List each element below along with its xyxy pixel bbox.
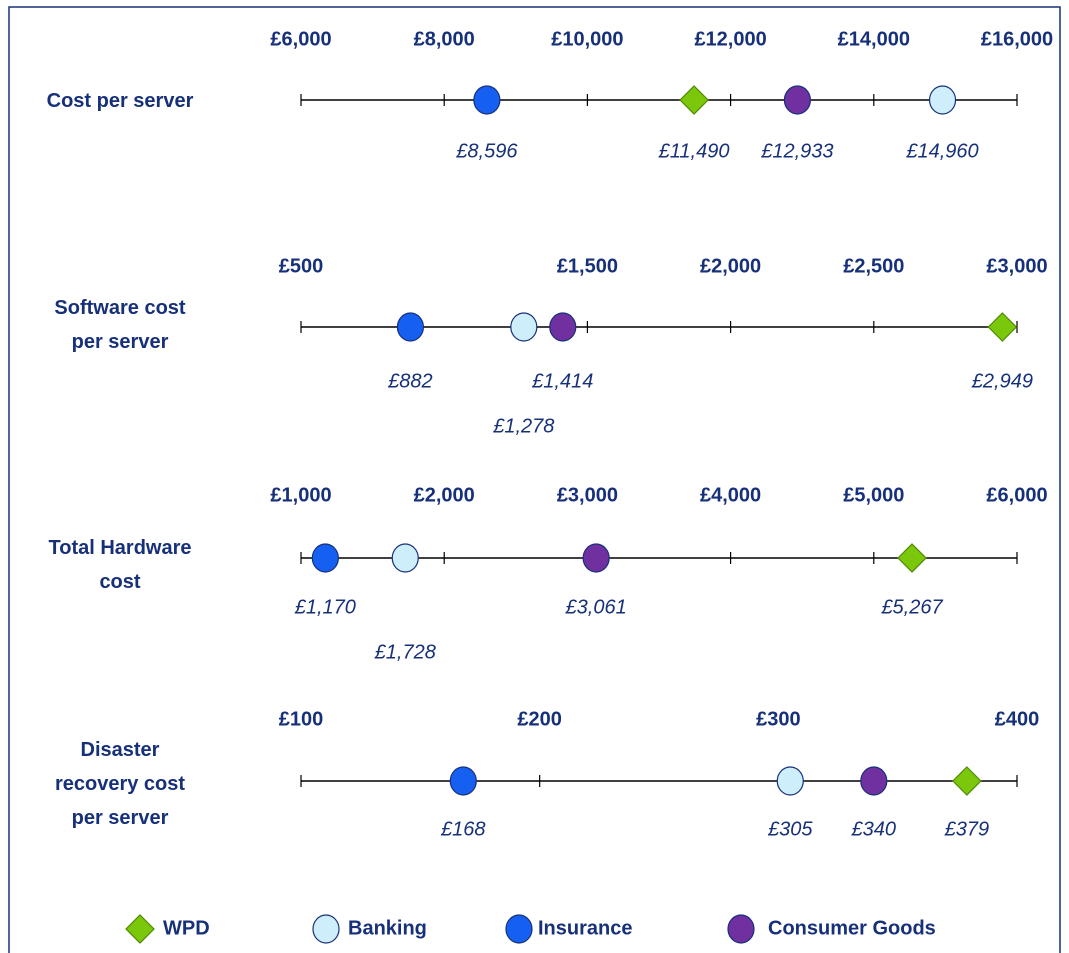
- x-tick-label: £3,000: [986, 255, 1047, 277]
- legend-label: WPD: [163, 917, 210, 939]
- value-label: £1,414: [531, 370, 593, 392]
- marker-circle: [783, 85, 812, 115]
- x-tick-label: £6,000: [270, 28, 331, 50]
- marker-circle: [311, 543, 339, 573]
- x-tick-label: £8,000: [414, 28, 475, 50]
- x-tick-label: £100: [279, 708, 324, 730]
- value-label: £882: [387, 370, 433, 392]
- x-tick-label: £12,000: [694, 28, 766, 50]
- value-label: £5,267: [880, 596, 943, 618]
- marker-circle: [860, 766, 888, 796]
- x-tick-label: £400: [995, 708, 1040, 730]
- x-tick-label: £500: [279, 255, 324, 277]
- value-label: £379: [944, 818, 990, 840]
- x-tick-label: £3,000: [557, 484, 618, 506]
- x-tick-label: £1,500: [557, 255, 618, 277]
- value-label: £1,170: [294, 596, 356, 618]
- legend-label: Consumer Goods: [768, 917, 936, 939]
- value-label: £8,596: [455, 140, 518, 162]
- value-label: £2,949: [971, 370, 1033, 392]
- marker-circle: [727, 914, 755, 944]
- marker-diamond: [679, 85, 709, 115]
- value-label: £11,490: [658, 140, 730, 162]
- value-label: £12,933: [760, 140, 833, 162]
- x-tick-label: £4,000: [700, 484, 761, 506]
- row-title: Cost per server: [46, 90, 194, 112]
- legend-label: Banking: [348, 917, 427, 939]
- marker-circle: [449, 766, 477, 796]
- marker-circle: [391, 543, 419, 573]
- x-tick-label: £10,000: [551, 28, 623, 50]
- marker-circle: [510, 312, 538, 342]
- x-tick-label: £2,000: [700, 255, 761, 277]
- value-label: £14,960: [905, 140, 978, 162]
- x-tick-label: £1,000: [270, 484, 331, 506]
- marker-circle: [928, 85, 957, 115]
- x-tick-label: £5,000: [843, 484, 904, 506]
- marker-circle: [505, 914, 533, 944]
- frame: [8, 6, 1061, 953]
- value-label: £168: [440, 818, 486, 840]
- marker-circle: [312, 914, 340, 944]
- marker-circle: [582, 543, 610, 573]
- value-label: £305: [767, 818, 813, 840]
- marker-diamond: [987, 312, 1018, 342]
- marker-circle: [396, 312, 425, 342]
- x-tick-label: £14,000: [838, 28, 910, 50]
- marker-diamond: [897, 543, 927, 573]
- row-title: Disaster recovery cost per server: [54, 739, 186, 829]
- x-tick-label: £6,000: [986, 484, 1047, 506]
- x-tick-label: £300: [756, 708, 801, 730]
- value-label: £1,728: [374, 641, 436, 663]
- value-label: £1,278: [492, 415, 554, 437]
- legend-label: Insurance: [538, 917, 632, 939]
- marker-circle: [776, 766, 804, 796]
- marker-diamond: [952, 766, 982, 796]
- marker-circle: [549, 312, 577, 342]
- x-tick-label: £16,000: [981, 28, 1053, 50]
- marker-circle: [473, 85, 501, 115]
- x-tick-label: £2,000: [414, 484, 475, 506]
- x-tick-label: £200: [517, 708, 562, 730]
- x-tick-label: £2,500: [843, 255, 904, 277]
- row-title: Software cost per server: [54, 297, 186, 353]
- value-label: £3,061: [565, 596, 627, 618]
- value-label: £340: [851, 818, 897, 840]
- marker-diamond: [125, 914, 155, 944]
- row-title: Total Hardware cost: [48, 537, 192, 593]
